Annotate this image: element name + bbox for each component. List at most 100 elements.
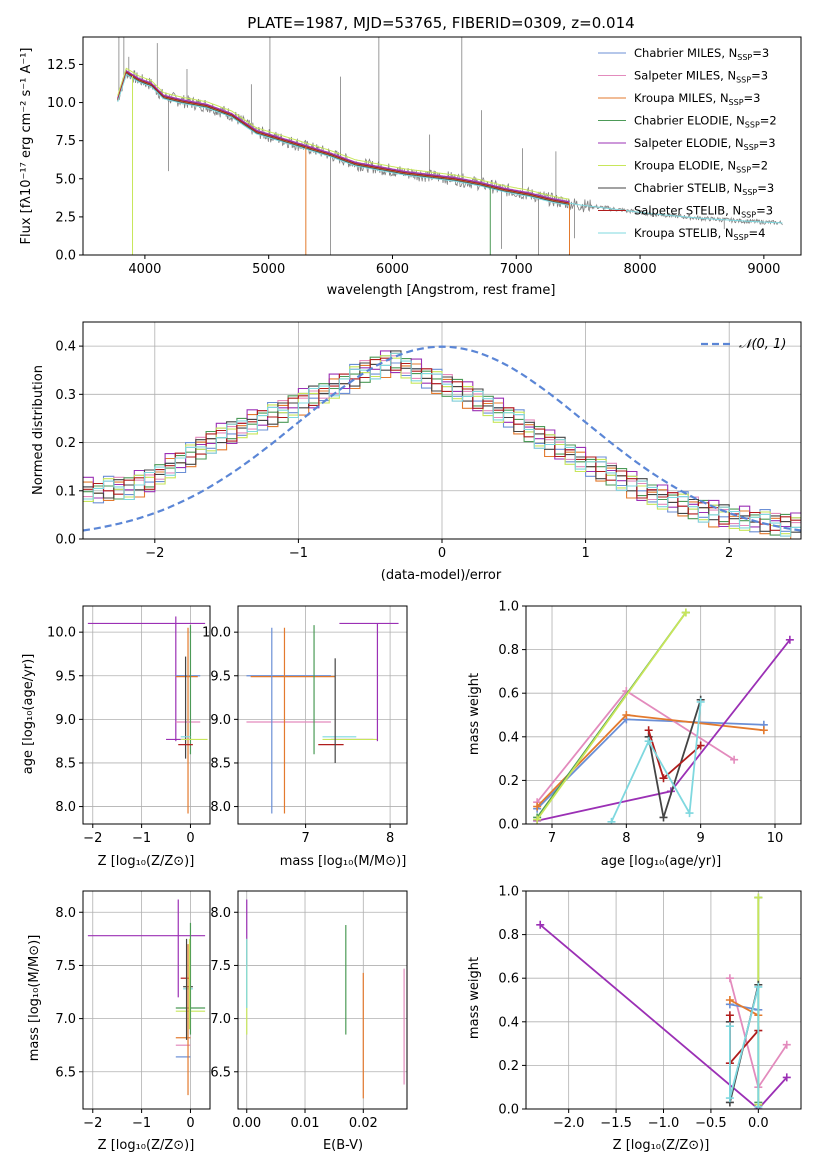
z-weight-plot-area bbox=[536, 893, 791, 1109]
y-tick-label: 0.2 bbox=[55, 436, 76, 451]
y-tick-label: 10.0 bbox=[47, 96, 76, 111]
mass-age-plot-area bbox=[246, 622, 399, 814]
z-mass-panel: −2 −1 0 6.5 7.0 7.5 8.0 Z [log₁₀(Z/Z⊙)] mass [… bbox=[27, 890, 211, 1153]
y-tick-label: 9.0 bbox=[55, 713, 76, 728]
y-tick-label: 8.0 bbox=[55, 800, 76, 815]
x-tick-label: −1 bbox=[132, 831, 151, 846]
weight-marker bbox=[533, 802, 542, 811]
x-tick-label: −1 bbox=[132, 1116, 151, 1131]
weight-line-orange bbox=[729, 999, 759, 1017]
x-tick-label: 0.02 bbox=[349, 1116, 378, 1131]
y-tick-label: 8.5 bbox=[210, 756, 231, 771]
legend-entry: Chabrier MILES, NSSP=3 bbox=[634, 46, 769, 62]
x-tick-label: 0.01 bbox=[291, 1116, 320, 1131]
model-spectrum-pink bbox=[117, 69, 570, 203]
weight-marker bbox=[754, 1102, 763, 1109]
x-tick-label: 2 bbox=[725, 546, 733, 561]
z-age-ylabel: age [log₁₀(age/yr)] bbox=[21, 654, 36, 775]
age-weight-xlabel: age [log₁₀(age/yr)] bbox=[601, 854, 722, 869]
y-tick-label: 6.5 bbox=[55, 1065, 76, 1080]
y-tick-label: 1.0 bbox=[498, 600, 519, 615]
weight-marker bbox=[533, 815, 542, 824]
ebv-mass-plot-area bbox=[246, 899, 405, 1099]
x-tick-label: 0 bbox=[438, 546, 446, 561]
x-tick-label: 0.00 bbox=[232, 1116, 261, 1131]
y-tick-label: 0.6 bbox=[498, 687, 519, 702]
legend-entry: Salpeter STELIB, NSSP=3 bbox=[634, 204, 773, 220]
model-spectrum-red bbox=[117, 71, 570, 204]
weight-marker bbox=[730, 755, 739, 764]
y-tick-label: 9.0 bbox=[210, 713, 231, 728]
spectrum-plot-area bbox=[117, 37, 783, 255]
x-tick-label: 5000 bbox=[252, 262, 285, 277]
y-tick-label: 5.0 bbox=[55, 172, 76, 187]
model-spectrum-yellow bbox=[117, 67, 570, 200]
y-tick-label: 7.5 bbox=[210, 959, 231, 974]
model-spectrum-dark bbox=[117, 72, 570, 206]
x-tick-label: −1 bbox=[289, 546, 308, 561]
y-tick-label: 12.5 bbox=[47, 58, 76, 73]
z-mass-plot-area bbox=[87, 899, 206, 1096]
weight-marker bbox=[725, 996, 734, 1004]
x-tick-label: 6000 bbox=[376, 262, 409, 277]
ebv-mass-xlabel: E(B-V) bbox=[323, 1138, 363, 1153]
weight-marker bbox=[696, 741, 705, 750]
model-spectrum-orange bbox=[117, 72, 570, 205]
mass-age-axes: 7 8 8.0 8.5 9.0 9.5 10.0 bbox=[202, 605, 408, 846]
weight-marker bbox=[681, 608, 690, 617]
ebv-mass-frame bbox=[237, 890, 408, 1110]
x-tick-label: 9000 bbox=[747, 262, 780, 277]
weight-line-purple bbox=[539, 924, 788, 1109]
weight-marker bbox=[754, 893, 763, 902]
weight-marker bbox=[782, 1073, 791, 1082]
weight-line-cyan bbox=[610, 701, 702, 823]
y-tick-label: 10.0 bbox=[202, 626, 231, 641]
residuals-plot-area bbox=[83, 345, 801, 539]
mass-age-xlabel: mass [log₁₀(M/M⊙)] bbox=[280, 854, 407, 869]
y-tick-label: 0.3 bbox=[55, 388, 76, 403]
x-tick-label: 7000 bbox=[500, 262, 533, 277]
x-tick-label: 0 bbox=[186, 1116, 194, 1131]
y-tick-label: 8.5 bbox=[55, 756, 76, 771]
y-tick-label: 0.6 bbox=[498, 972, 519, 987]
weight-marker bbox=[607, 817, 616, 824]
y-tick-label: 0.4 bbox=[498, 1015, 519, 1030]
model-spectrum-green bbox=[117, 71, 570, 204]
y-tick-label: 0.0 bbox=[55, 249, 76, 264]
x-tick-label: −2.0 bbox=[553, 1116, 585, 1131]
y-tick-label: 7.0 bbox=[55, 1012, 76, 1027]
weight-marker bbox=[696, 697, 705, 706]
x-tick-label: 8 bbox=[622, 831, 630, 846]
weight-line-cyan bbox=[729, 986, 760, 1107]
z-age-panel: −2 −1 0 8.0 8.5 9.0 9.5 10.0 Z [log₁₀(Z/Z⊙)] ag… bbox=[21, 605, 211, 869]
age-weight-frame bbox=[525, 605, 802, 825]
weight-line-dark bbox=[647, 699, 702, 818]
mass-age-panel: 7 8 8.0 8.5 9.0 9.5 10.0 mass [log₁₀(M/M⊙)] bbox=[202, 605, 408, 869]
y-tick-label: 0.2 bbox=[498, 774, 519, 789]
weight-marker bbox=[725, 1094, 734, 1103]
x-tick-label: 1 bbox=[581, 546, 589, 561]
y-tick-label: 0.8 bbox=[498, 643, 519, 658]
age-weight-plot-area bbox=[533, 608, 794, 824]
age-weight-ylabel: mass weight bbox=[467, 673, 482, 755]
ebv-mass-axes: 0.00 0.01 0.02 6.5 7.0 7.5 8.0 bbox=[210, 890, 408, 1131]
y-tick-label: 10.0 bbox=[47, 626, 76, 641]
spectrum-panel: PLATE=1987, MJD=53765, FIBERID=0309, z=0… bbox=[19, 14, 802, 298]
weight-marker bbox=[759, 726, 768, 735]
normal-legend-label: 𝒩(0, 1) bbox=[739, 337, 786, 352]
y-tick-label: 7.5 bbox=[55, 134, 76, 149]
y-tick-label: 0.0 bbox=[498, 818, 519, 833]
x-tick-label: −1.0 bbox=[648, 1116, 680, 1131]
weight-marker bbox=[622, 711, 631, 719]
x-tick-label: −2 bbox=[83, 831, 102, 846]
x-tick-label: 7 bbox=[301, 831, 309, 846]
z-weight-panel: −2.0 −1.5 −1.0 −0.5 0.0 0.0 0.2 0.4 0.6 0.8 1.0 Z … bbox=[467, 885, 802, 1153]
z-mass-xlabel: Z [log₁₀(Z/Z⊙)] bbox=[98, 1138, 195, 1153]
spectrum-title: PLATE=1987, MJD=53765, FIBERID=0309, z=0… bbox=[247, 14, 634, 32]
legend-entry: Chabrier STELIB, NSSP=3 bbox=[634, 181, 774, 197]
z-mass-axes: −2 −1 0 6.5 7.0 7.5 8.0 bbox=[55, 890, 211, 1131]
mass-age-grid bbox=[238, 606, 407, 824]
weight-marker bbox=[785, 635, 794, 644]
ebv-mass-panel: 0.00 0.01 0.02 6.5 7.0 7.5 8.0 E(B-V) bbox=[210, 890, 408, 1153]
y-tick-label: 0.1 bbox=[55, 484, 76, 499]
